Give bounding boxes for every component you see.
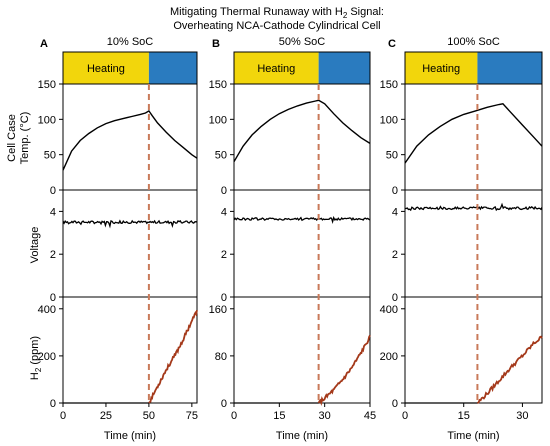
xtick-label: 45 xyxy=(364,410,376,422)
temp-ytick-label: 0 xyxy=(392,185,398,197)
h2-ytick-label: 200 xyxy=(38,351,56,363)
heating-label: Heating xyxy=(257,63,295,75)
temp-axis-label: Cell Case Temp. (°C) xyxy=(6,112,31,165)
panel-letter: B xyxy=(212,38,220,50)
voltage-series-line xyxy=(62,219,198,229)
temp-ytick-label: 100 xyxy=(380,114,398,126)
cooling-bar xyxy=(477,52,542,84)
temp-ytick-label: 100 xyxy=(38,114,56,126)
xtick-label: 0 xyxy=(402,410,408,422)
panel-title: 100% SoC xyxy=(447,36,500,48)
voltage-ytick-label: 4 xyxy=(392,206,398,218)
temp-ytick-label: 50 xyxy=(44,150,56,162)
voltage-subplot: 0 2 4 xyxy=(50,189,198,304)
voltage-series-line xyxy=(233,215,371,225)
h2-subplot: 0 200 400 xyxy=(380,296,543,410)
h2-subplot: 0 200 400 xyxy=(38,296,198,410)
xtick-label: 25 xyxy=(100,410,112,422)
cooling-bar xyxy=(148,52,197,84)
heating-bar xyxy=(234,52,319,84)
h2-frame xyxy=(233,296,371,404)
temp-series-line xyxy=(404,103,543,164)
temp-series-line xyxy=(233,99,371,163)
h2-frame xyxy=(404,296,543,404)
voltage-subplot: 0 2 4 xyxy=(221,189,371,304)
temp-ytick-label: 50 xyxy=(386,150,398,162)
h2-ytick-label: 0 xyxy=(392,398,398,410)
voltage-frame xyxy=(233,189,371,298)
voltage-axis-label: Voltage xyxy=(29,227,41,264)
xtick-label: 50 xyxy=(143,410,155,422)
temp-ytick-label: 150 xyxy=(209,79,227,91)
voltage-ytick-label: 2 xyxy=(50,249,56,261)
temp-subplot: 0 50 100 150 xyxy=(209,79,371,197)
temp-subplot: 0 50 100 150 xyxy=(380,79,543,197)
temp-ytick-label: 100 xyxy=(209,114,227,126)
voltage-frame xyxy=(62,189,198,298)
xtick-label: 30 xyxy=(319,410,331,422)
h2-ytick-label: 0 xyxy=(221,398,227,410)
voltage-ytick-label: 2 xyxy=(221,249,227,261)
x-axis-label: Time (min) xyxy=(447,430,499,442)
h2-series-line xyxy=(477,335,543,404)
cooling-bar xyxy=(318,52,370,84)
voltage-ytick-label: 2 xyxy=(392,249,398,261)
voltage-ytick-label: 0 xyxy=(221,292,227,304)
h2-ytick-label: 160 xyxy=(209,304,227,316)
x-axis-label: Time (min) xyxy=(104,430,156,442)
voltage-series-line xyxy=(405,202,543,212)
temp-ytick-label: 0 xyxy=(50,185,56,197)
heating-bar xyxy=(405,52,478,84)
xtick-label: 0 xyxy=(231,410,237,422)
heating-label: Heating xyxy=(422,63,460,75)
h2-ytick-label: 400 xyxy=(38,304,56,316)
temp-frame xyxy=(233,83,371,191)
panel-title: 10% SoC xyxy=(107,36,154,48)
xtick-label: 0 xyxy=(60,410,66,422)
heating-label: Heating xyxy=(87,63,125,75)
temp-ytick-label: 150 xyxy=(38,79,56,91)
h2-ytick-label: 80 xyxy=(215,351,227,363)
x-axis-label: Time (min) xyxy=(276,430,328,442)
xtick-label: 15 xyxy=(273,410,285,422)
voltage-subplot: 0 2 4 xyxy=(392,189,543,304)
h2-ytick-label: 0 xyxy=(50,398,56,410)
h2-series-line xyxy=(317,334,371,406)
voltage-ytick-label: 0 xyxy=(392,292,398,304)
temp-subplot: 0 50 100 150 xyxy=(38,79,198,197)
figure-title-line1: Mitigating Thermal Runaway with H2 Signa… xyxy=(170,6,384,20)
voltage-ytick-label: 0 xyxy=(50,292,56,304)
temp-frame xyxy=(62,83,198,191)
voltage-ytick-label: 4 xyxy=(221,206,227,218)
voltage-frame xyxy=(404,189,543,298)
h2-series-line xyxy=(148,310,198,404)
temp-ytick-label: 0 xyxy=(221,185,227,197)
temp-label-line2: Temp. (°C) xyxy=(19,112,31,165)
xtick-label: 75 xyxy=(186,410,198,422)
heating-bar xyxy=(63,52,149,84)
xtick-label: 30 xyxy=(516,410,528,422)
temp-series-line xyxy=(62,109,198,171)
temp-label-line1: Cell Case xyxy=(6,114,18,162)
h2-subplot: 0 80 160 xyxy=(209,296,371,410)
temp-ytick-label: 150 xyxy=(380,79,398,91)
h2-ytick-label: 200 xyxy=(380,351,398,363)
panel-title: 50% SoC xyxy=(279,36,326,48)
h2-ytick-label: 400 xyxy=(380,304,398,316)
figure-title-line2: Overheating NCA-Cathode Cylindrical Cell xyxy=(173,20,380,32)
xtick-label: 15 xyxy=(458,410,470,422)
panel-letter: C xyxy=(388,38,396,50)
panel-letter: A xyxy=(40,38,48,50)
h2-axis-label: H2 (ppm) xyxy=(29,336,43,380)
voltage-ytick-label: 4 xyxy=(50,206,56,218)
temp-ytick-label: 50 xyxy=(215,150,227,162)
